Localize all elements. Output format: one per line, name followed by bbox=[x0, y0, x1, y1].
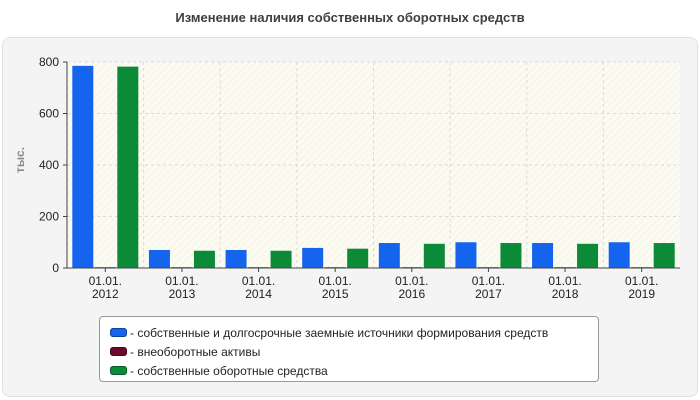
gridlines bbox=[67, 61, 680, 268]
legend-swatch-working-capital bbox=[110, 366, 127, 375]
bar-series-0-cat-2 bbox=[225, 249, 247, 268]
legend-label-sources: - собственные и долгосрочные заемные ист… bbox=[130, 325, 549, 340]
axes bbox=[63, 61, 680, 272]
bar-series-0-cat-6 bbox=[532, 243, 554, 268]
x-tick-label: 2017 bbox=[475, 287, 502, 301]
bar-series-2-cat-2 bbox=[270, 250, 292, 268]
x-tick-label: 2013 bbox=[169, 287, 196, 301]
legend-label-working-capital: - собственные оборотные средства bbox=[130, 363, 328, 378]
tick-labels: 020040060080001.01.201201.01.201301.01.2… bbox=[39, 55, 658, 301]
y-tick-label: 400 bbox=[39, 158, 59, 172]
legend-item-noncurrent-assets: - внеоборотные активы bbox=[110, 342, 598, 361]
y-axis-label: тыс. bbox=[13, 147, 27, 173]
legend: - собственные и долгосрочные заемные ист… bbox=[99, 316, 599, 382]
bar-series-2-cat-5 bbox=[500, 243, 522, 268]
bar-series-2-cat-3 bbox=[347, 248, 369, 268]
bar-series-0-cat-5 bbox=[455, 242, 477, 268]
bar-series-0-cat-7 bbox=[608, 242, 630, 268]
x-tick-label: 01.01. bbox=[472, 274, 505, 288]
x-tick-label: 01.01. bbox=[395, 274, 428, 288]
legend-swatch-noncurrent-assets bbox=[110, 347, 127, 356]
bar-series-0-cat-3 bbox=[302, 247, 324, 268]
bar-series-2-cat-6 bbox=[577, 243, 599, 268]
y-tick-label: 800 bbox=[39, 55, 59, 69]
y-tick-label: 200 bbox=[39, 210, 59, 224]
x-tick-label: 01.01. bbox=[319, 274, 352, 288]
x-tick-label: 2016 bbox=[398, 287, 425, 301]
bar-series-0-cat-0 bbox=[72, 65, 94, 268]
legend-label-noncurrent-assets: - внеоборотные активы bbox=[130, 344, 261, 359]
x-tick-label: 2019 bbox=[628, 287, 655, 301]
bar-series-2-cat-7 bbox=[653, 243, 675, 268]
bars bbox=[72, 65, 675, 268]
bar-series-0-cat-1 bbox=[148, 249, 170, 268]
bar-series-2-cat-0 bbox=[117, 66, 139, 268]
x-tick-label: 01.01. bbox=[242, 274, 275, 288]
y-tick-label: 0 bbox=[52, 261, 59, 275]
x-tick-label: 01.01. bbox=[548, 274, 581, 288]
x-tick-label: 01.01. bbox=[89, 274, 122, 288]
chart-title: Изменение наличия собственных оборотных … bbox=[175, 10, 525, 25]
y-tick-label: 600 bbox=[39, 107, 59, 121]
x-tick-label: 2012 bbox=[92, 287, 119, 301]
x-tick-label: 01.01. bbox=[165, 274, 198, 288]
bar-series-2-cat-4 bbox=[423, 243, 445, 268]
legend-swatch-sources bbox=[110, 328, 127, 337]
x-tick-label: 2015 bbox=[322, 287, 349, 301]
x-tick-label: 01.01. bbox=[625, 274, 658, 288]
bar-series-0-cat-4 bbox=[378, 243, 400, 268]
bar-series-2-cat-1 bbox=[193, 250, 215, 268]
legend-item-sources: - собственные и долгосрочные заемные ист… bbox=[110, 323, 598, 342]
x-tick-label: 2014 bbox=[245, 287, 272, 301]
legend-item-working-capital: - собственные оборотные средства bbox=[110, 361, 598, 380]
x-tick-label: 2018 bbox=[552, 287, 579, 301]
